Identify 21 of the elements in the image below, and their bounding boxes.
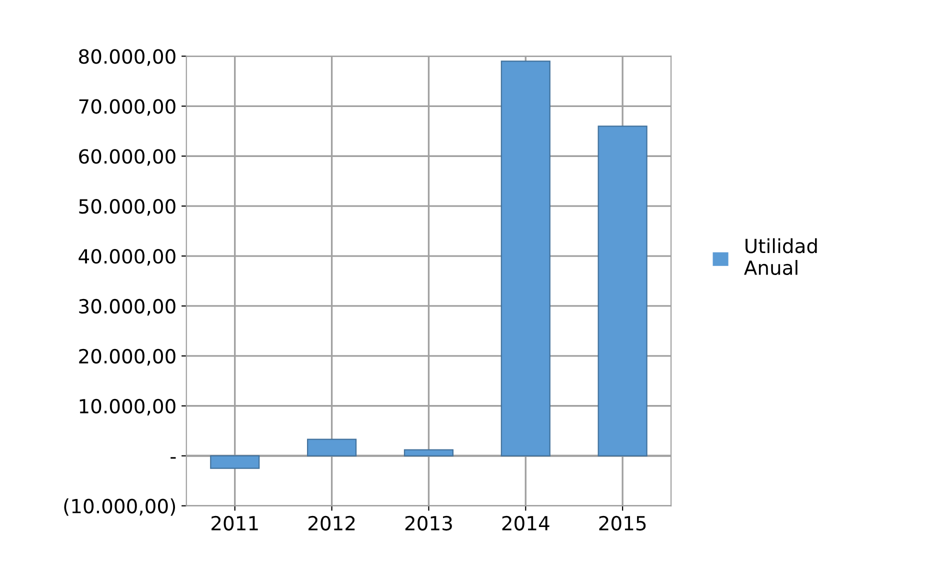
legend-label: Utilidad Anual xyxy=(744,238,817,276)
y-tick-label: - xyxy=(170,457,176,459)
x-tick-label: 2011 xyxy=(212,516,258,531)
bar xyxy=(500,60,550,456)
y-tick-label: 10.000,00 xyxy=(80,398,176,416)
y-tick-label: 30.000,00 xyxy=(79,298,176,316)
y-tick-label: 70.000,00 xyxy=(79,99,176,116)
y-tick-label: (10.000,00) xyxy=(64,498,176,516)
bar xyxy=(210,455,260,469)
x-tick-label: 2013 xyxy=(405,516,452,531)
x-tick-label: 2012 xyxy=(308,516,355,531)
bar xyxy=(404,449,454,456)
y-tick-label: 80.000,00 xyxy=(79,49,176,66)
x-tick-label: 2014 xyxy=(502,516,550,531)
bar xyxy=(307,438,357,456)
y-tick-label: 60.000,00 xyxy=(79,149,176,166)
x-tick-label: 2015 xyxy=(599,516,646,531)
y-tick-label: 50.000,00 xyxy=(79,199,176,216)
y-tick-label: 20.000,00 xyxy=(79,348,176,366)
y-tick-label: 40.000,00 xyxy=(78,248,176,266)
bar xyxy=(598,126,648,456)
